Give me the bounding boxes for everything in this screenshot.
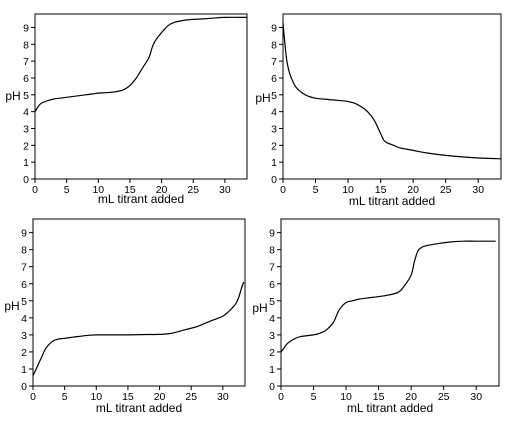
- y-tick-label: 2: [269, 347, 275, 359]
- x-tick-label: 15: [375, 184, 387, 196]
- y-axis-title: pH: [5, 89, 20, 103]
- x-tick-label: 10: [90, 391, 102, 403]
- y-tick-label: 9: [21, 228, 27, 240]
- x-tick-label: 0: [30, 391, 36, 403]
- plot-frame: [282, 13, 502, 180]
- y-tick-label: 4: [269, 313, 275, 325]
- y-tick-label: 3: [271, 123, 277, 135]
- y-tick-label: 1: [21, 364, 27, 376]
- x-tick-label: 15: [122, 391, 134, 403]
- titration-curve: [34, 16, 248, 112]
- x-tick-label: 10: [342, 184, 354, 196]
- x-tick-label: 5: [311, 391, 317, 403]
- y-tick-label: 0: [23, 174, 29, 186]
- y-axis-title: pH: [255, 91, 270, 105]
- x-tick-label: 10: [92, 184, 104, 196]
- x-axis-title: mL titrant added: [98, 192, 184, 206]
- y-tick-label: 0: [269, 381, 275, 393]
- x-axis-title: mL titrant added: [349, 194, 435, 208]
- titration-curve: [280, 240, 496, 353]
- y-tick-label: 9: [269, 228, 275, 240]
- y-tick-label: 4: [271, 107, 277, 119]
- x-tick-label: 20: [156, 184, 168, 196]
- y-tick-label: 4: [23, 107, 29, 119]
- x-axis-title: mL titrant added: [96, 401, 182, 415]
- y-tick-label: 4: [21, 313, 27, 325]
- y-tick-label: 5: [23, 90, 29, 102]
- y-tick-label: 5: [269, 296, 275, 308]
- x-tick-label: 30: [472, 184, 484, 196]
- plot-frame: [280, 218, 500, 387]
- x-tick-label: 20: [405, 391, 417, 403]
- y-tick-label: 9: [23, 22, 29, 34]
- plot-frame: [34, 13, 248, 180]
- x-tick-label: 15: [373, 391, 385, 403]
- y-tick-label: 3: [21, 330, 27, 342]
- x-tick-label: 25: [440, 184, 452, 196]
- y-tick-label: 8: [269, 245, 275, 257]
- y-tick-label: 2: [21, 347, 27, 359]
- y-tick-label: 1: [271, 157, 277, 169]
- y-tick-label: 7: [21, 262, 27, 274]
- y-tick-label: 6: [23, 73, 29, 85]
- x-tick-label: 20: [154, 391, 166, 403]
- x-tick-label: 25: [187, 184, 199, 196]
- plot-frame: [32, 218, 246, 387]
- x-tick-label: 25: [438, 391, 450, 403]
- x-tick-label: 20: [407, 184, 419, 196]
- x-tick-label: 0: [278, 391, 284, 403]
- y-tick-label: 6: [269, 279, 275, 291]
- x-tick-label: 0: [280, 184, 286, 196]
- x-tick-label: 5: [313, 184, 319, 196]
- y-tick-label: 3: [23, 123, 29, 135]
- x-axis-title: mL titrant added: [347, 401, 433, 415]
- x-tick-label: 25: [185, 391, 197, 403]
- y-tick-label: 7: [271, 56, 277, 68]
- y-tick-label: 8: [23, 39, 29, 51]
- y-tick-label: 5: [271, 90, 277, 102]
- x-tick-label: 5: [64, 184, 70, 196]
- y-axis-title: pH: [252, 301, 267, 315]
- x-tick-label: 5: [62, 391, 68, 403]
- titration-curve: [32, 281, 245, 377]
- y-tick-label: 1: [269, 364, 275, 376]
- chart-panel-1: 0 1 2 3 4 5 6 7 8 9 0 5 10 15 20 25 30 pH mL titrant added: [5, 13, 248, 206]
- chart-panel-2: 0 1 2 3 4 5 6 7 8 9 0 5 10 15 20 25 30 pH mL titrant added: [255, 13, 502, 208]
- y-tick-label: 2: [271, 140, 277, 152]
- y-tick-label: 6: [271, 73, 277, 85]
- chart-panel-3: 0 1 2 3 4 5 6 7 8 9 0 5 10 15 20 25 30 pH mL titrant added: [4, 218, 246, 415]
- x-tick-label: 15: [124, 184, 136, 196]
- chart-panel-4: 0 1 2 3 4 5 6 7 8 9 0 5 10 15 20 25 30 pH mL titrant added: [252, 218, 500, 415]
- x-tick-label: 30: [217, 391, 229, 403]
- y-tick-label: 2: [23, 140, 29, 152]
- y-tick-label: 8: [21, 245, 27, 257]
- x-tick-label: 30: [219, 184, 231, 196]
- y-tick-label: 9: [271, 22, 277, 34]
- x-tick-label: 0: [32, 184, 38, 196]
- y-tick-label: 6: [21, 279, 27, 291]
- x-tick-label: 30: [470, 391, 482, 403]
- y-tick-label: 1: [23, 157, 29, 169]
- x-tick-label: 10: [340, 391, 352, 403]
- y-tick-label: 0: [271, 174, 277, 186]
- titration-curve: [282, 22, 502, 160]
- y-tick-label: 5: [21, 296, 27, 308]
- y-tick-label: 8: [271, 39, 277, 51]
- y-tick-label: 7: [23, 56, 29, 68]
- y-tick-label: 3: [269, 330, 275, 342]
- y-axis-title: pH: [4, 299, 19, 313]
- y-tick-label: 0: [21, 381, 27, 393]
- y-tick-label: 7: [269, 262, 275, 274]
